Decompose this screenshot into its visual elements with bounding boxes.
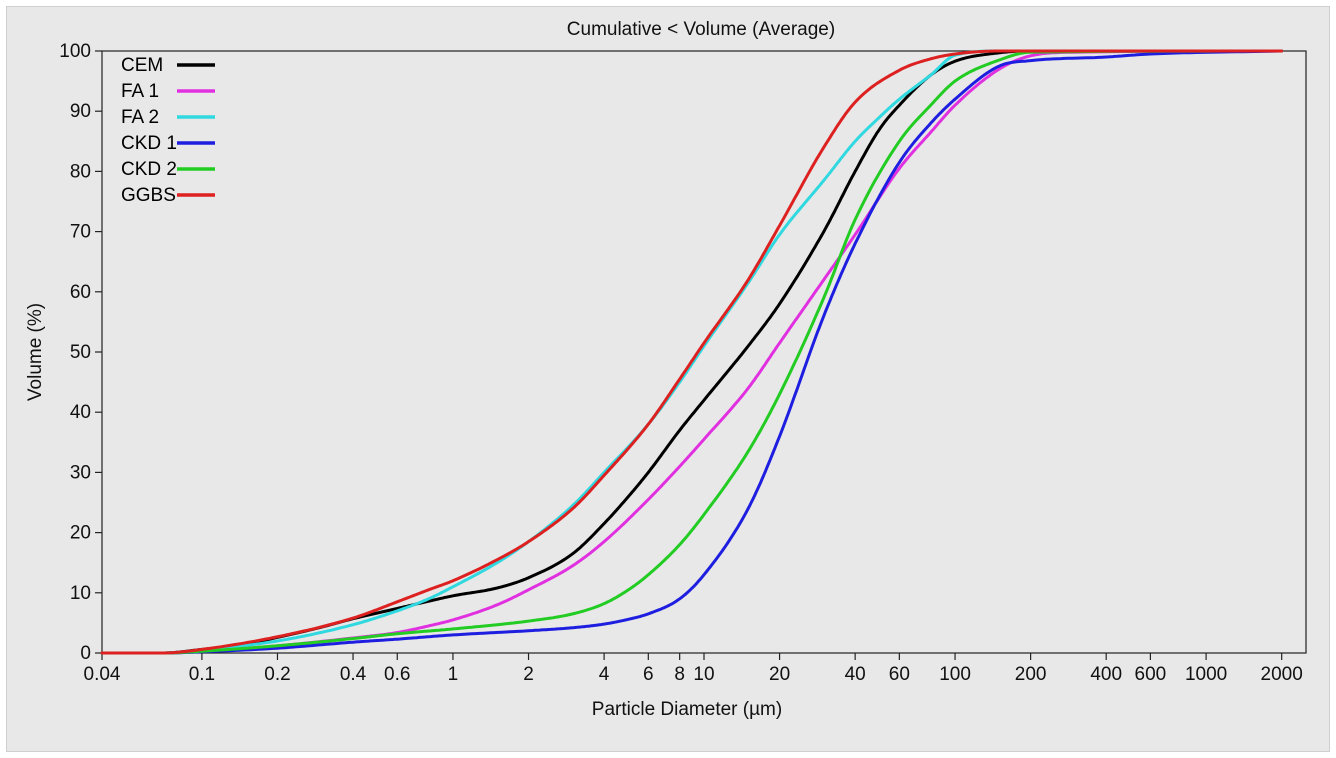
- x-tick-label: 60: [889, 664, 910, 685]
- x-tick-label: 0.4: [340, 664, 367, 685]
- x-tick-label: 40: [845, 664, 866, 685]
- x-tick-label: 0.1: [189, 664, 215, 685]
- x-tick-label: 20: [769, 664, 790, 685]
- y-axis: 0 10 20 30 40 50 60 70 80 90 100: [59, 41, 102, 664]
- x-tick-label: 0.2: [264, 664, 290, 685]
- legend: CEM FA 1 FA 2 CKD 1 CKD 2 GGBS: [121, 55, 215, 206]
- legend-label: FA 2: [121, 107, 159, 128]
- x-tick-label: 0.04: [84, 664, 121, 685]
- series-lines: [100, 49, 1284, 655]
- y-tick-label: 80: [70, 161, 91, 182]
- series-line-ggbs: [100, 49, 1284, 655]
- legend-label: CKD 2: [121, 159, 177, 180]
- x-tick-label: 200: [1015, 664, 1047, 685]
- x-tick-label: 2000: [1261, 664, 1303, 685]
- legend-label: CKD 1: [121, 133, 177, 154]
- x-tick-label: 2: [523, 664, 534, 685]
- x-axis: 0.04 0.1 0.2 0.4 0.6 1 2 4 6 8 10 20 40 60 100 200 400 60…: [84, 653, 1303, 685]
- y-tick-label: 90: [70, 101, 91, 122]
- y-tick-label: 60: [70, 282, 91, 303]
- plot-area: [101, 50, 1307, 654]
- y-axis-title: Volume (%): [25, 303, 46, 401]
- chart-svg: Cumulative < Volume (Average) 0 10 20 30 40 5…: [25, 19, 1307, 720]
- y-tick-label: 0: [80, 643, 91, 664]
- y-tick-label: 10: [70, 583, 91, 604]
- y-tick-label: 40: [70, 402, 91, 423]
- x-tick-label: 100: [939, 664, 971, 685]
- x-tick-label: 10: [693, 664, 714, 685]
- x-tick-label: 400: [1090, 664, 1122, 685]
- x-tick-label: 1: [448, 664, 459, 685]
- series-line-ckd-2: [100, 49, 1284, 655]
- legend-label: CEM: [121, 55, 163, 76]
- x-axis-title: Particle Diameter (µm): [592, 699, 782, 720]
- y-tick-label: 50: [70, 342, 91, 363]
- x-tick-label: 6: [643, 664, 654, 685]
- series-line-ckd-1: [100, 49, 1284, 655]
- legend-label: GGBS: [121, 185, 176, 206]
- legend-label: FA 1: [121, 81, 159, 102]
- y-tick-label: 100: [59, 41, 91, 62]
- y-tick-label: 20: [70, 523, 91, 544]
- y-tick-label: 30: [70, 462, 91, 483]
- y-tick-label: 70: [70, 222, 91, 243]
- x-tick-label: 0.6: [384, 664, 410, 685]
- x-tick-label: 8: [674, 664, 685, 685]
- chart-title: Cumulative < Volume (Average): [567, 19, 835, 40]
- x-tick-label: 4: [599, 664, 610, 685]
- x-tick-label: 1000: [1185, 664, 1227, 685]
- x-tick-label: 600: [1135, 664, 1167, 685]
- chart-frame: Cumulative < Volume (Average) 0 10 20 30 40 5…: [6, 6, 1330, 752]
